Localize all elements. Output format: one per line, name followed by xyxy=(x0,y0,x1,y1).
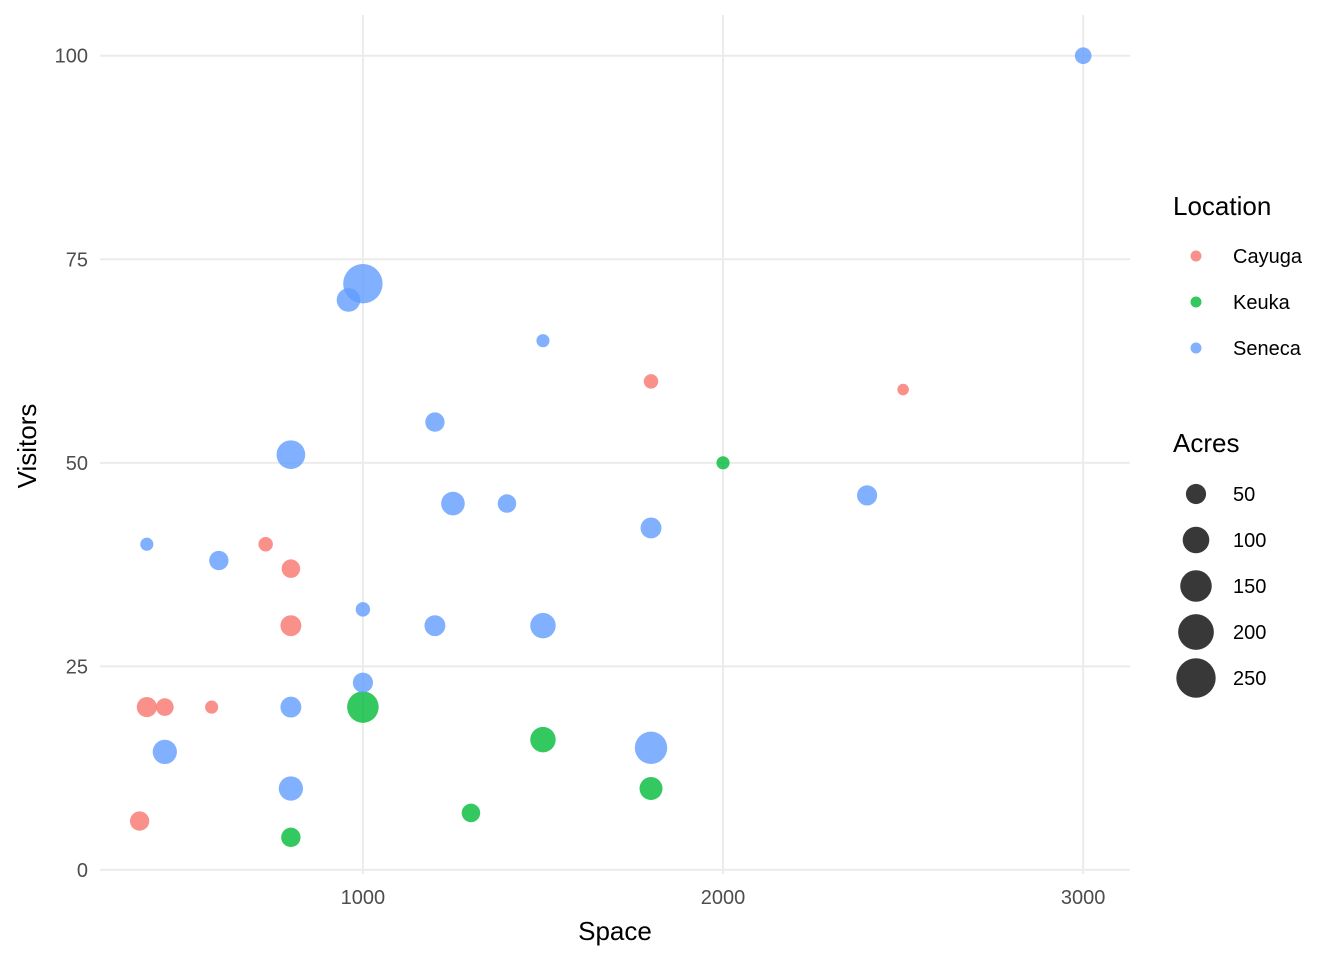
x-axis-title: Space xyxy=(578,916,652,946)
data-point-cayuga xyxy=(156,698,174,716)
legend-label-seneca: Seneca xyxy=(1233,338,1302,360)
data-point-seneca xyxy=(857,485,878,506)
data-point-seneca xyxy=(140,537,154,551)
y-tick-label: 100 xyxy=(55,46,88,68)
y-tick-label: 50 xyxy=(66,453,88,475)
color-legend-title: Location xyxy=(1173,191,1271,221)
legend-label-keuka: Keuka xyxy=(1233,292,1291,314)
data-point-cayuga xyxy=(643,374,659,389)
data-point-cayuga xyxy=(258,537,273,552)
data-point-seneca xyxy=(209,550,229,571)
data-point-cayuga xyxy=(205,700,219,714)
legend-size-key xyxy=(1182,526,1210,554)
data-point-keuka xyxy=(716,456,730,470)
legend-size-label: 100 xyxy=(1233,530,1266,552)
data-point-seneca xyxy=(336,288,361,312)
data-point-keuka xyxy=(461,803,481,823)
data-point-seneca xyxy=(424,615,446,637)
data-point-cayuga xyxy=(897,383,909,396)
y-tick-label: 25 xyxy=(66,656,88,678)
x-tick-label: 2000 xyxy=(701,887,746,909)
x-tick-label: 3000 xyxy=(1061,887,1106,909)
legend-size-label: 250 xyxy=(1233,668,1266,690)
size-legend: Acres 50 100 150 200 250 xyxy=(1173,428,1266,698)
y-tick-labels: 0 25 50 75 100 xyxy=(55,46,88,882)
legend-size-label: 50 xyxy=(1233,484,1255,506)
data-points xyxy=(129,47,1092,848)
data-point-seneca xyxy=(276,440,306,470)
legend-size-key xyxy=(1176,658,1216,698)
size-legend-title: Acres xyxy=(1173,428,1239,458)
y-tick-label: 0 xyxy=(77,860,88,882)
legend-size-label: 150 xyxy=(1233,576,1266,598)
legend-key-cayuga xyxy=(1190,250,1202,262)
data-point-keuka xyxy=(639,777,663,801)
legend-key-keuka xyxy=(1190,296,1202,308)
data-point-seneca xyxy=(497,494,517,513)
y-tick-label: 75 xyxy=(66,249,88,271)
data-point-keuka xyxy=(347,691,379,723)
data-point-keuka xyxy=(530,726,556,753)
data-point-seneca xyxy=(441,491,465,516)
data-point-seneca xyxy=(278,776,304,801)
legend-key-seneca xyxy=(1190,342,1202,354)
x-tick-labels: 1000 2000 3000 xyxy=(341,887,1106,909)
data-point-cayuga xyxy=(280,615,302,637)
data-point-seneca xyxy=(152,739,177,765)
data-point-seneca xyxy=(536,334,550,348)
legend-size-key xyxy=(1178,614,1214,650)
x-tick-label: 1000 xyxy=(341,887,386,909)
legend-size-label: 200 xyxy=(1233,622,1266,644)
data-point-seneca xyxy=(352,672,373,693)
legend-label-cayuga: Cayuga xyxy=(1233,246,1303,268)
data-point-seneca xyxy=(530,612,556,639)
legend-size-key xyxy=(1180,570,1212,602)
color-legend: Location Cayuga Keuka Seneca xyxy=(1173,191,1303,360)
data-point-seneca xyxy=(355,602,371,617)
legend-size-key xyxy=(1185,483,1207,505)
data-point-keuka xyxy=(281,827,301,848)
grid-lines xyxy=(100,15,1130,874)
data-point-seneca xyxy=(1074,47,1092,65)
data-point-cayuga xyxy=(281,559,301,578)
data-point-cayuga xyxy=(129,811,150,831)
data-point-seneca xyxy=(280,696,302,718)
data-point-seneca xyxy=(634,731,668,765)
data-point-cayuga xyxy=(136,697,157,718)
data-point-seneca xyxy=(425,412,445,432)
data-point-seneca xyxy=(640,517,662,539)
y-axis-title: Visitors xyxy=(12,404,42,489)
